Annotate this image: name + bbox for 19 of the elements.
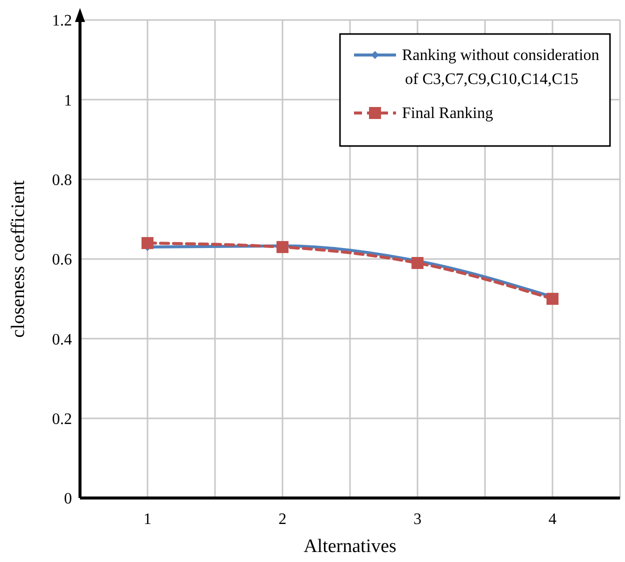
point bbox=[412, 256, 424, 269]
x-tick-label: 1 bbox=[144, 511, 152, 528]
y-tick-label: 0 bbox=[64, 490, 72, 508]
x-tick-label: 4 bbox=[548, 511, 556, 528]
point bbox=[276, 241, 288, 254]
legend-label: Final Ranking bbox=[402, 105, 494, 122]
point bbox=[142, 237, 154, 250]
x-axis-title: Alternatives bbox=[304, 536, 396, 557]
y-tick-label: 0.4 bbox=[52, 331, 72, 348]
y-tick-label: 0.6 bbox=[52, 252, 72, 269]
x-tick-label: 3 bbox=[414, 511, 422, 528]
y-tick-label: 0.8 bbox=[52, 172, 72, 189]
x-tick-label: 2 bbox=[278, 511, 286, 528]
y-tick-label: 1 bbox=[64, 92, 72, 110]
y-axis-title: closeness coefficient bbox=[8, 180, 29, 338]
y-tick-label: 0.2 bbox=[52, 410, 72, 428]
point bbox=[546, 292, 558, 305]
y-tick-label: 1.2 bbox=[52, 12, 72, 30]
legend-label: Ranking without consideration of C3,C7,C9,C10,C14,C15 bbox=[402, 47, 600, 88]
